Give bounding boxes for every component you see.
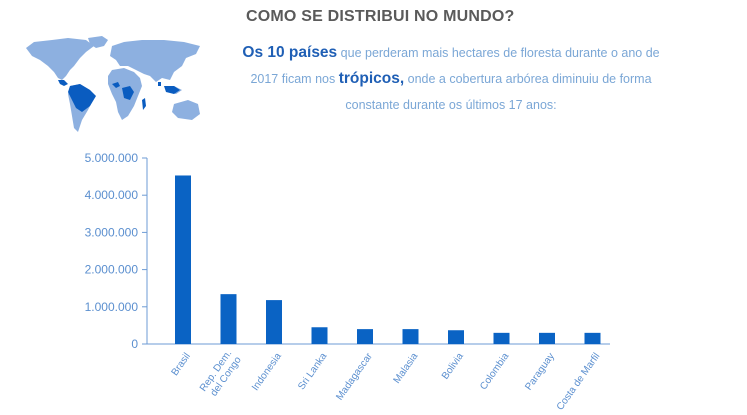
world-map-icon <box>24 36 204 141</box>
x-tick-label-line: Bolivia <box>440 351 466 382</box>
bar-malasia <box>402 329 419 344</box>
y-tick-label: 4.000.000 <box>85 188 139 202</box>
x-tick-label: Malasia <box>392 351 421 386</box>
y-tick-label: 5.000.000 <box>85 151 139 165</box>
intro-text-part1: que perderam mais hectares de floresta d… <box>250 46 660 86</box>
x-tick-label-line: Costa de Marfil <box>555 351 603 412</box>
bar-paraguay <box>539 332 555 344</box>
x-tick-label-line: Sri Lanka <box>296 351 329 392</box>
y-tick-label: 1.000.000 <box>85 300 139 314</box>
x-tick-label: Madagascar <box>334 351 375 403</box>
bar-brasil <box>175 175 191 344</box>
intro-highlight-count: Os 10 países <box>242 44 338 61</box>
intro-text-part2: onde a cobertura arbórea diminuiu de for… <box>345 72 652 112</box>
bar-bolivia <box>448 330 464 344</box>
x-tick-label-line: Indonesia <box>250 351 284 393</box>
page-title: COMO SE DISTRIBUI NO MUNDO? <box>246 8 515 25</box>
x-tick-label-line: Madagascar <box>334 351 375 403</box>
y-tick-label: 3.000.000 <box>85 225 139 239</box>
x-tick-label: Brasil <box>170 351 193 378</box>
bar-sri-lanka <box>311 327 328 344</box>
x-tick-label: Paraguay <box>523 351 557 392</box>
x-tick-label-line: Colombia <box>478 351 511 392</box>
x-tick-label: Bolivia <box>440 351 466 382</box>
x-tick-label: Rep. Dem.del Congo <box>198 348 244 400</box>
x-tick-label: Indonesia <box>250 351 284 393</box>
x-tick-label: Sri Lanka <box>296 351 329 392</box>
bar-madagascar <box>357 329 373 344</box>
intro-text: Os 10 países que perderam mais hectares … <box>233 40 669 118</box>
x-tick-label-line: Malasia <box>392 351 421 386</box>
x-tick-label: Costa de Marfil <box>555 351 603 412</box>
x-tick-label-line: Brasil <box>170 351 193 378</box>
bar-indonesia <box>266 300 282 344</box>
y-tick-label: 0 <box>131 337 138 351</box>
bar-colombia <box>493 332 510 344</box>
x-tick-label-line: Paraguay <box>523 351 557 392</box>
bar-rep-dem-del-congo <box>220 294 237 344</box>
intro-highlight-tropics: trópicos, <box>338 70 405 87</box>
y-tick-label: 2.000.000 <box>85 263 139 277</box>
bar-costa-de-marfil <box>584 332 601 344</box>
x-tick-label: Colombia <box>478 351 511 392</box>
